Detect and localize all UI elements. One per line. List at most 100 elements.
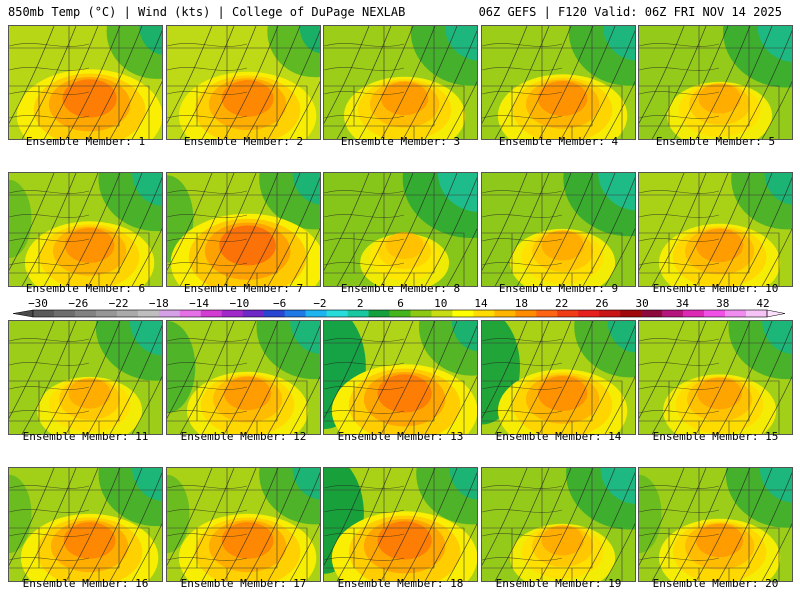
wind-streamline <box>9 238 90 242</box>
wind-streamline <box>651 321 707 434</box>
ensemble-map-panel <box>481 320 636 435</box>
legend-swatch <box>347 310 369 317</box>
warm-air-contour-fill <box>537 375 588 411</box>
temperature-map <box>482 26 635 139</box>
wind-streamline <box>179 321 235 434</box>
ensemble-member-label: Ensemble Member: 18 <box>337 577 464 590</box>
wind-streamline <box>9 43 90 47</box>
warm-air-contour-fill <box>63 522 116 559</box>
wind-streamline <box>604 522 635 581</box>
legend-swatch <box>662 310 684 317</box>
wind-streamline <box>9 533 90 537</box>
legend-swatch <box>305 310 327 317</box>
ensemble-map-panel <box>8 467 163 582</box>
wind-streamline <box>21 26 77 139</box>
wind-streamline <box>424 30 477 139</box>
wind-streamline <box>324 67 405 71</box>
wind-streamline <box>538 468 594 581</box>
wind-streamline <box>516 173 572 286</box>
state-border <box>749 380 780 434</box>
wind-streamline <box>324 468 370 566</box>
wind-streamline <box>482 190 563 194</box>
cold-air-northeast-core <box>759 468 792 503</box>
temperature-map <box>639 321 792 434</box>
wind-streamline <box>358 26 414 139</box>
wind-streamline <box>516 321 572 434</box>
wind-streamline <box>167 190 248 194</box>
ensemble-member-label: Ensemble Member: 20 <box>652 577 779 590</box>
wind-streamline <box>639 43 720 47</box>
ensemble-map-panel <box>8 320 163 435</box>
wind-streamline <box>167 43 248 47</box>
ensemble-member-label: Ensemble Member: 5 <box>655 135 776 148</box>
ensemble-map-panel <box>638 467 793 582</box>
wind-streamline <box>245 26 301 139</box>
wind-streamline <box>167 115 248 119</box>
state-border <box>354 233 435 274</box>
wind-streamline <box>167 410 248 414</box>
legend-swatch <box>620 310 642 317</box>
temperature-map <box>639 468 792 581</box>
wind-streamline <box>179 173 235 286</box>
wind-streamline <box>482 557 563 561</box>
ensemble-member-label: Ensemble Member: 12 <box>180 430 307 443</box>
legend-swatch <box>284 310 306 317</box>
wind-streamline <box>9 214 90 218</box>
wind-streamline <box>167 386 248 390</box>
wind-streamline <box>639 338 720 342</box>
wind-streamline <box>336 468 392 581</box>
ensemble-member-label: Ensemble Member: 7 <box>183 282 304 295</box>
wind-streamline <box>336 321 392 434</box>
state-border <box>434 527 465 581</box>
legend-tick-label: −14 <box>189 297 210 310</box>
state-border <box>197 528 278 569</box>
warm-air-contour-fill <box>68 378 111 409</box>
ensemble-map-panel <box>8 25 163 140</box>
ensemble-map-panel <box>481 467 636 582</box>
legend-tick-label: −2 <box>313 297 327 310</box>
wind-streamline <box>245 321 301 434</box>
legend-tick-label: 22 <box>554 297 569 310</box>
wind-streamline <box>324 26 370 124</box>
ensemble-map-panel <box>638 25 793 140</box>
wind-streamline <box>639 485 720 489</box>
wind-streamline <box>516 468 572 581</box>
wind-streamline <box>43 173 99 286</box>
cold-air-northeast-core <box>598 173 635 211</box>
warm-air-contour-fill <box>696 228 744 263</box>
state-border <box>39 233 120 274</box>
wind-streamline <box>324 386 405 390</box>
wind-streamline <box>324 410 405 414</box>
wind-streamline <box>639 557 720 561</box>
legend-swatch <box>326 310 348 317</box>
state-border <box>592 232 623 286</box>
run-valid-time: 06Z GEFS | F120 Valid: 06Z FRI NOV 14 20… <box>478 5 782 19</box>
cold-air-northeast-core <box>600 468 635 504</box>
ensemble-map-panel <box>323 172 478 287</box>
wind-streamline <box>223 468 279 581</box>
wind-streamline <box>87 173 143 286</box>
wind-streamline <box>424 325 477 434</box>
legend-tick-label: 38 <box>716 297 730 310</box>
wind-streamline <box>43 468 99 581</box>
state-border <box>669 233 750 274</box>
ensemble-member-label: Ensemble Member: 11 <box>22 430 149 443</box>
temperature-map <box>482 173 635 286</box>
wind-streamline <box>739 30 792 139</box>
temperature-map <box>167 468 320 581</box>
wind-streamline <box>560 468 616 581</box>
wind-streamline <box>582 30 635 139</box>
wind-streamline <box>167 509 248 513</box>
wind-streamline <box>482 468 528 566</box>
legend-tick-label: −6 <box>273 297 287 310</box>
warm-air-contour-fill <box>537 80 588 116</box>
chart-title: 850mb Temp (°C) | Wind (kts) | College o… <box>8 5 406 19</box>
wind-streamline <box>324 115 405 119</box>
wind-streamline <box>267 325 320 434</box>
temperature-map <box>167 321 320 434</box>
legend-swatch <box>725 310 747 317</box>
wind-streamline <box>482 533 563 537</box>
wind-streamline <box>424 472 477 581</box>
temperature-map <box>167 173 320 286</box>
legend-swatch <box>578 310 600 317</box>
